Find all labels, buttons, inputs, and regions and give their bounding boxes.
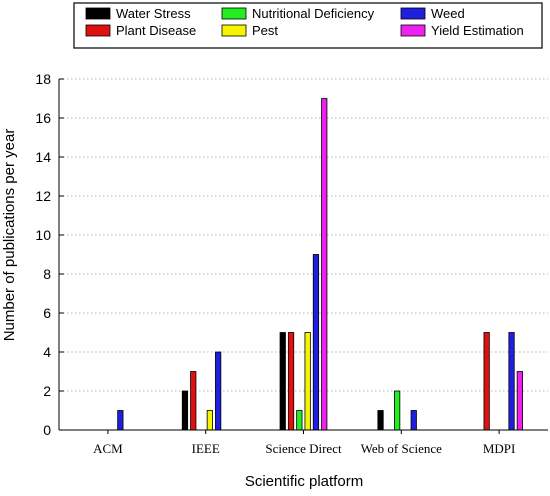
bar-web-of-science-water-stress — [377, 410, 384, 431]
bar-mdpi-yield-estimation — [516, 371, 523, 431]
y-tick-label-8: 8 — [43, 266, 51, 282]
legend-swatch — [221, 7, 247, 20]
bar-science-direct-nutritional-deficiency — [296, 410, 303, 431]
x-tick-label: IEEE — [192, 441, 220, 456]
legend-swatch — [85, 7, 111, 20]
x-tick-label: ACM — [93, 441, 123, 456]
bar-science-direct-weed — [312, 254, 320, 431]
y-tick-label-16: 16 — [35, 110, 51, 126]
bar-science-direct-water-stress — [279, 332, 286, 431]
bar-ieee-water-stress — [181, 390, 189, 431]
y-tick-label-14: 14 — [35, 149, 51, 165]
legend-label: Yield Estimation — [431, 23, 524, 38]
bar-ieee-weed — [215, 351, 222, 431]
legend-label: Weed — [431, 6, 465, 21]
bar-mdpi-plant-disease — [483, 332, 490, 431]
bar-web-of-science-nutritional-deficiency — [394, 390, 401, 431]
legend-swatch — [85, 24, 111, 37]
x-tick-label: Web of Science — [361, 441, 442, 456]
legend-label: Plant Disease — [116, 23, 196, 38]
bar-web-of-science-weed — [410, 410, 417, 431]
bar-acm-weed — [117, 410, 124, 431]
legend-label: Nutritional Deficiency — [252, 6, 375, 21]
x-tick-label: Science Direct — [265, 441, 342, 456]
y-axis-title: Number of publications per year — [1, 129, 18, 342]
legend-box — [73, 2, 543, 49]
x-axis-title: Scientific platform — [245, 473, 363, 490]
legend: Water Stress Plant Disease Nutritional Def… — [73, 2, 543, 49]
y-tick-label-0: 0 — [43, 422, 51, 438]
y-tick-label-4: 4 — [43, 344, 51, 360]
bar-mdpi-weed — [508, 332, 515, 431]
bar-science-direct-pest — [304, 332, 311, 431]
bars — [117, 98, 523, 431]
gridlines — [59, 78, 548, 392]
legend-swatch — [400, 7, 426, 20]
legend-swatch — [221, 24, 247, 37]
bar-science-direct-yield-estimation — [321, 98, 328, 431]
axes: 0 2 4 6 8 10 12 14 16 18 ACM IEEE Science Direct Web … — [35, 71, 548, 456]
y-tick-label-18: 18 — [35, 71, 51, 87]
bar-ieee-pest — [206, 410, 213, 431]
legend-label: Pest — [252, 23, 278, 38]
y-tick-label-2: 2 — [43, 383, 51, 399]
legend-swatch — [400, 24, 426, 37]
y-tick-label-6: 6 — [43, 305, 51, 321]
bar-science-direct-plant-disease — [287, 332, 295, 431]
bar-ieee-plant-disease — [190, 371, 197, 431]
y-tick-label-12: 12 — [35, 188, 51, 204]
y-tick-label-10: 10 — [35, 227, 51, 243]
legend-label: Water Stress — [116, 6, 191, 21]
x-tick-label: MDPI — [483, 441, 516, 456]
